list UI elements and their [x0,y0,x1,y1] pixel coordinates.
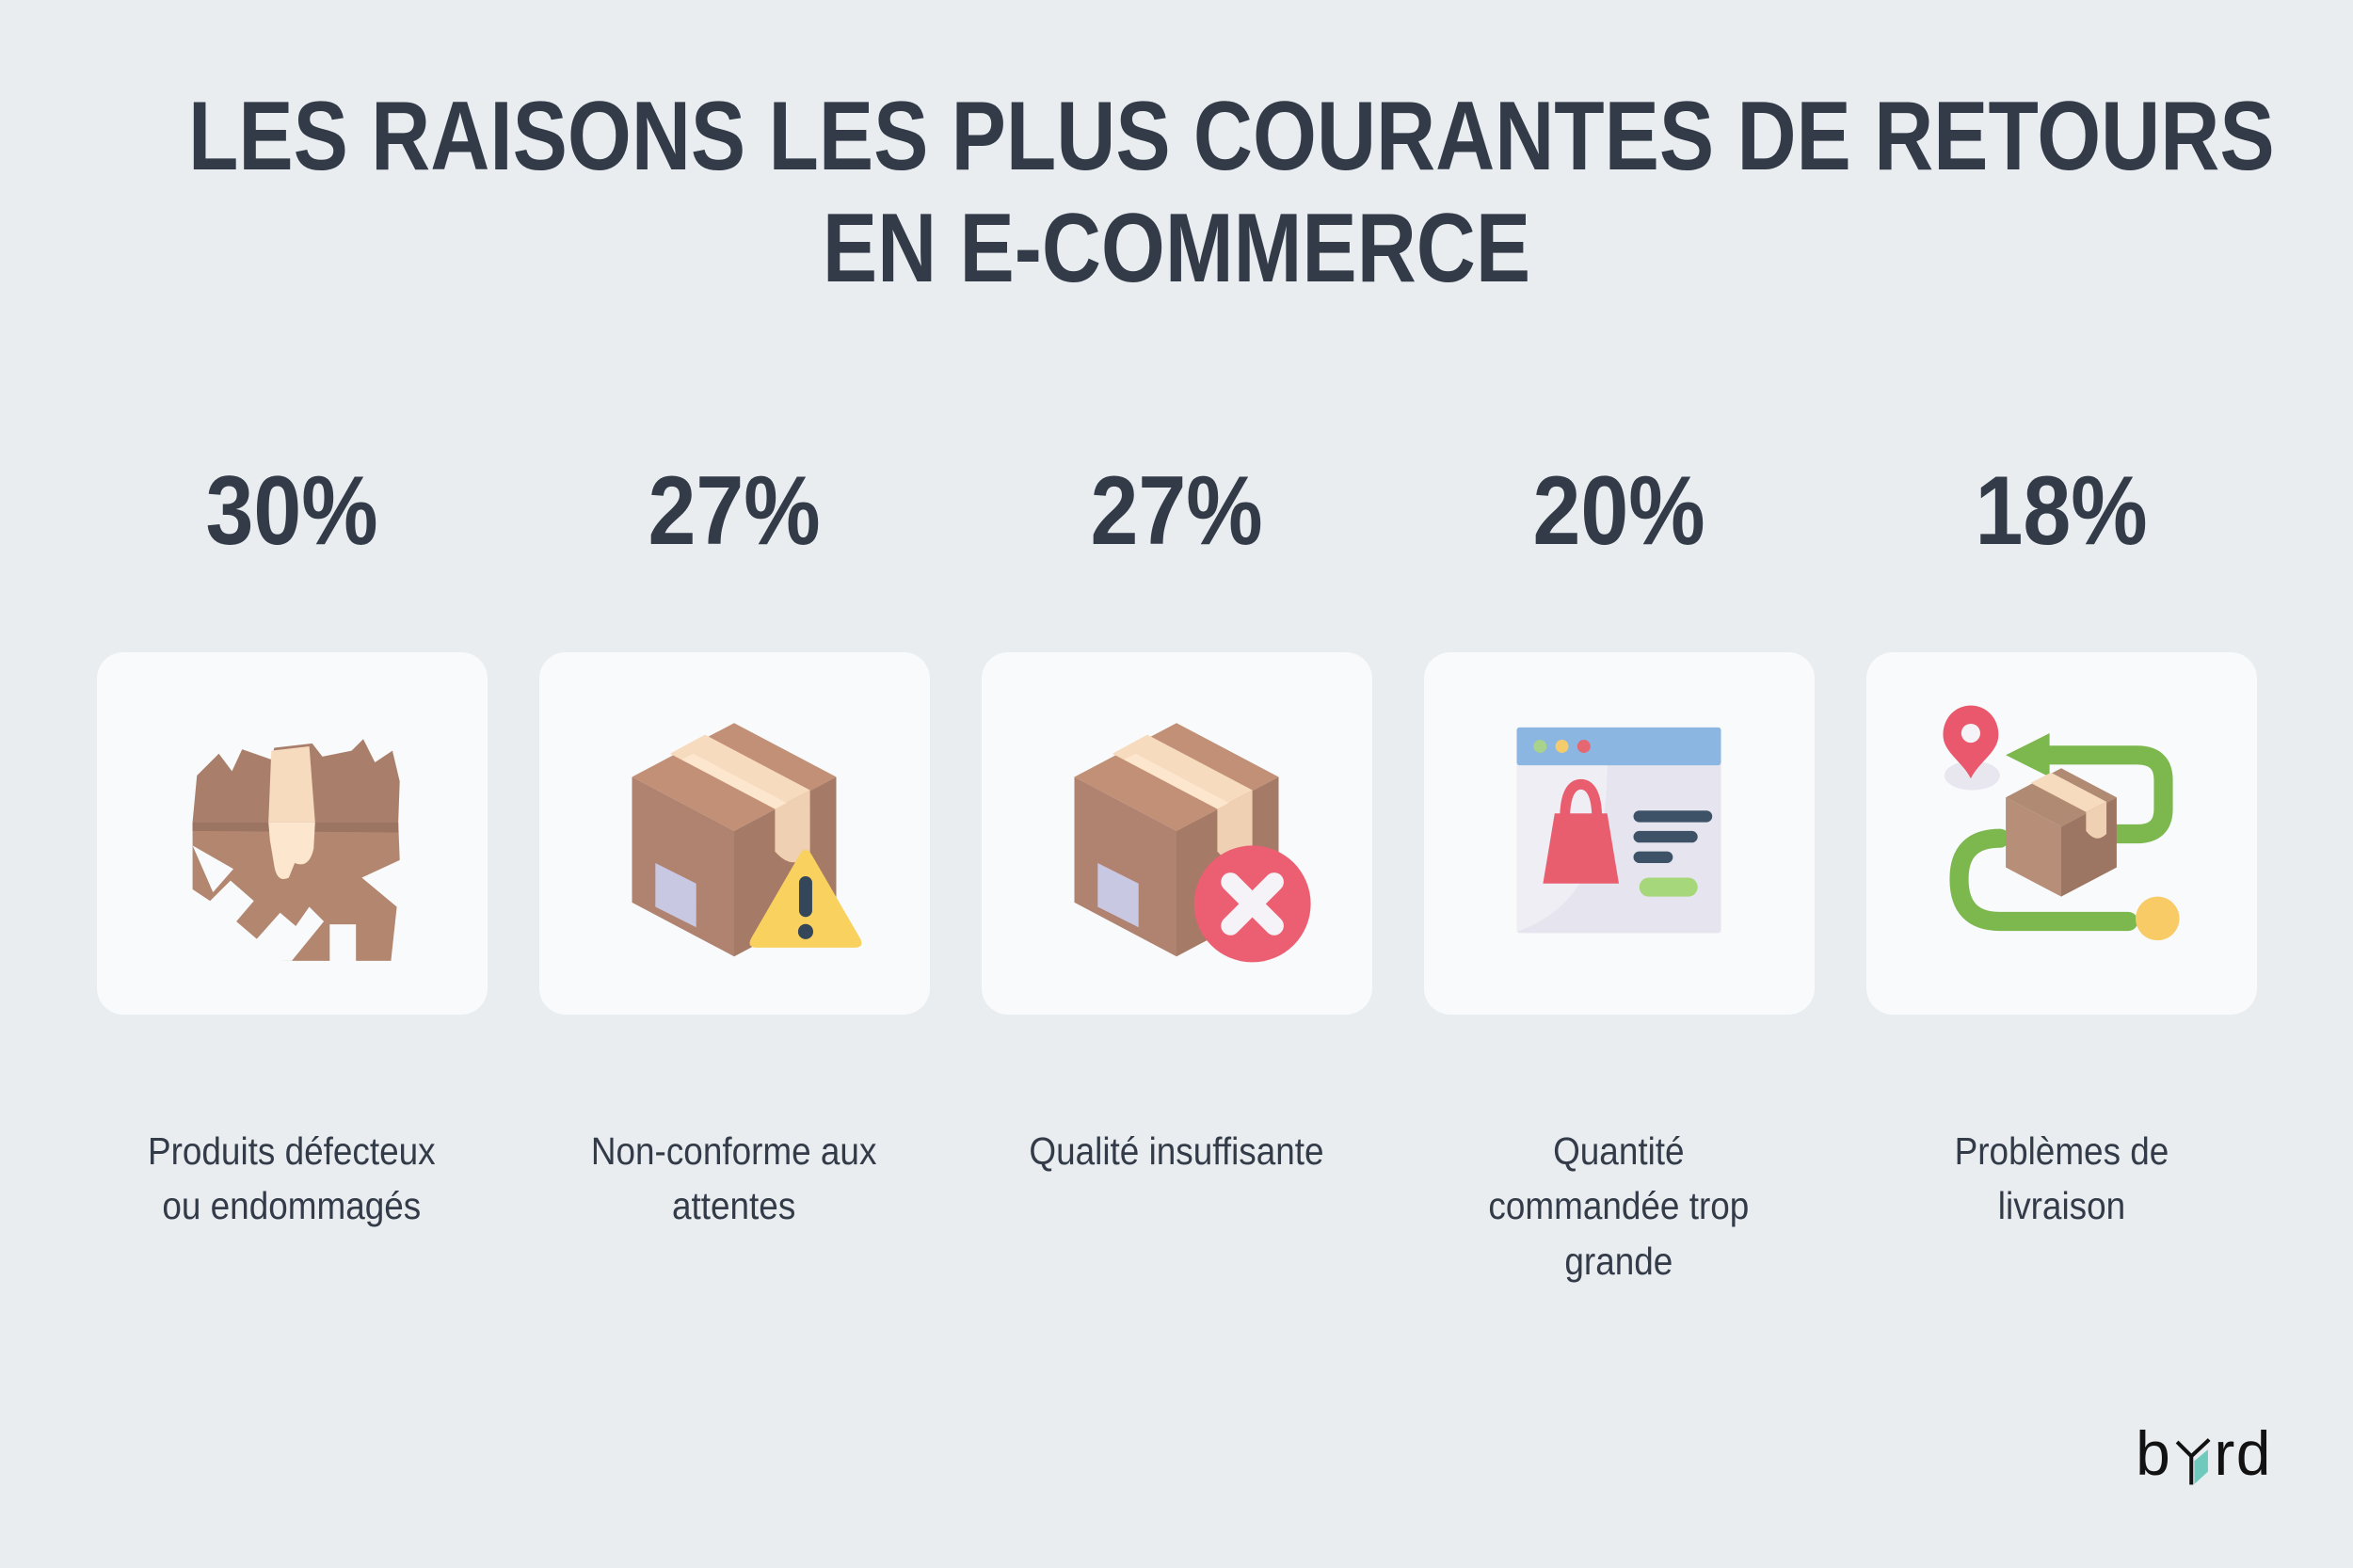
reason-label: Non-conforme aux attentes [591,1129,877,1228]
percent-value: 27% [1090,456,1263,567]
logo-letters-rd: rd [2214,1418,2272,1488]
icon-card [1423,652,1815,1016]
buy-button-shape [1639,877,1698,897]
box-rejected-icon [1074,722,1311,962]
reason-label: Qualité insuffisante [1029,1129,1324,1174]
box-warning-icon [632,722,862,956]
logo-letter-b: b [2136,1418,2172,1488]
damaged-box-icon [192,738,400,961]
byrd-y-box-icon [2175,1438,2211,1485]
warning-triangle [749,849,862,948]
reason-column-quality: 27% Qualité insuffisante [981,456,1372,1288]
window-dot-green [1533,739,1547,753]
reason-label: Quantité commandée trop grande [1488,1129,1750,1283]
route-origin-dot [2136,896,2180,940]
percent-value: 18% [1975,456,2148,567]
icon-card [1865,652,2257,1016]
route-path [1949,732,2173,931]
parcel-box [2006,767,2117,897]
reason-column-delivery: 18% [1865,456,2257,1288]
reasons-grid: 30% Produits défecteux ou endommagés 27% [0,462,2353,1288]
reason-label: Produits défecteux ou endommagés [148,1129,436,1228]
percent-value: 27% [648,456,821,567]
percent-value: 30% [205,456,378,567]
reason-label: Problèmes de livraison [1954,1129,2169,1228]
icon-card [981,652,1372,1016]
reason-column-quantity: 20% [1423,456,1815,1288]
icon-card [96,652,488,1016]
product-text-lines [1633,809,1713,863]
location-pin [1943,705,1999,778]
delivery-route-icon [1943,705,2180,940]
reason-column-nonconform: 27% Non-conforme aux att [538,456,930,1288]
title-line-1: LES RAISONS LES PLUS COURANTES DE RETOUR… [188,82,2275,191]
page-title: LES RAISONS LES PLUS COURANTES DE RETOUR… [0,0,2353,304]
shopping-bag [1543,778,1619,884]
icon-card [538,652,930,1016]
percent-value: 20% [1532,456,1705,567]
byrd-logo: b rd [2136,1417,2272,1489]
window-dot-yellow [1555,739,1569,753]
route-arrowhead [2006,732,2050,777]
online-order-icon [1516,727,1721,933]
browser-titlebar [1516,727,1721,765]
reason-column-defective: 30% Produits défecteux ou endommagés [96,456,488,1288]
error-badge [1193,844,1311,962]
title-line-2: EN E-COMMERCE [822,193,1531,303]
window-dot-red [1577,739,1591,753]
